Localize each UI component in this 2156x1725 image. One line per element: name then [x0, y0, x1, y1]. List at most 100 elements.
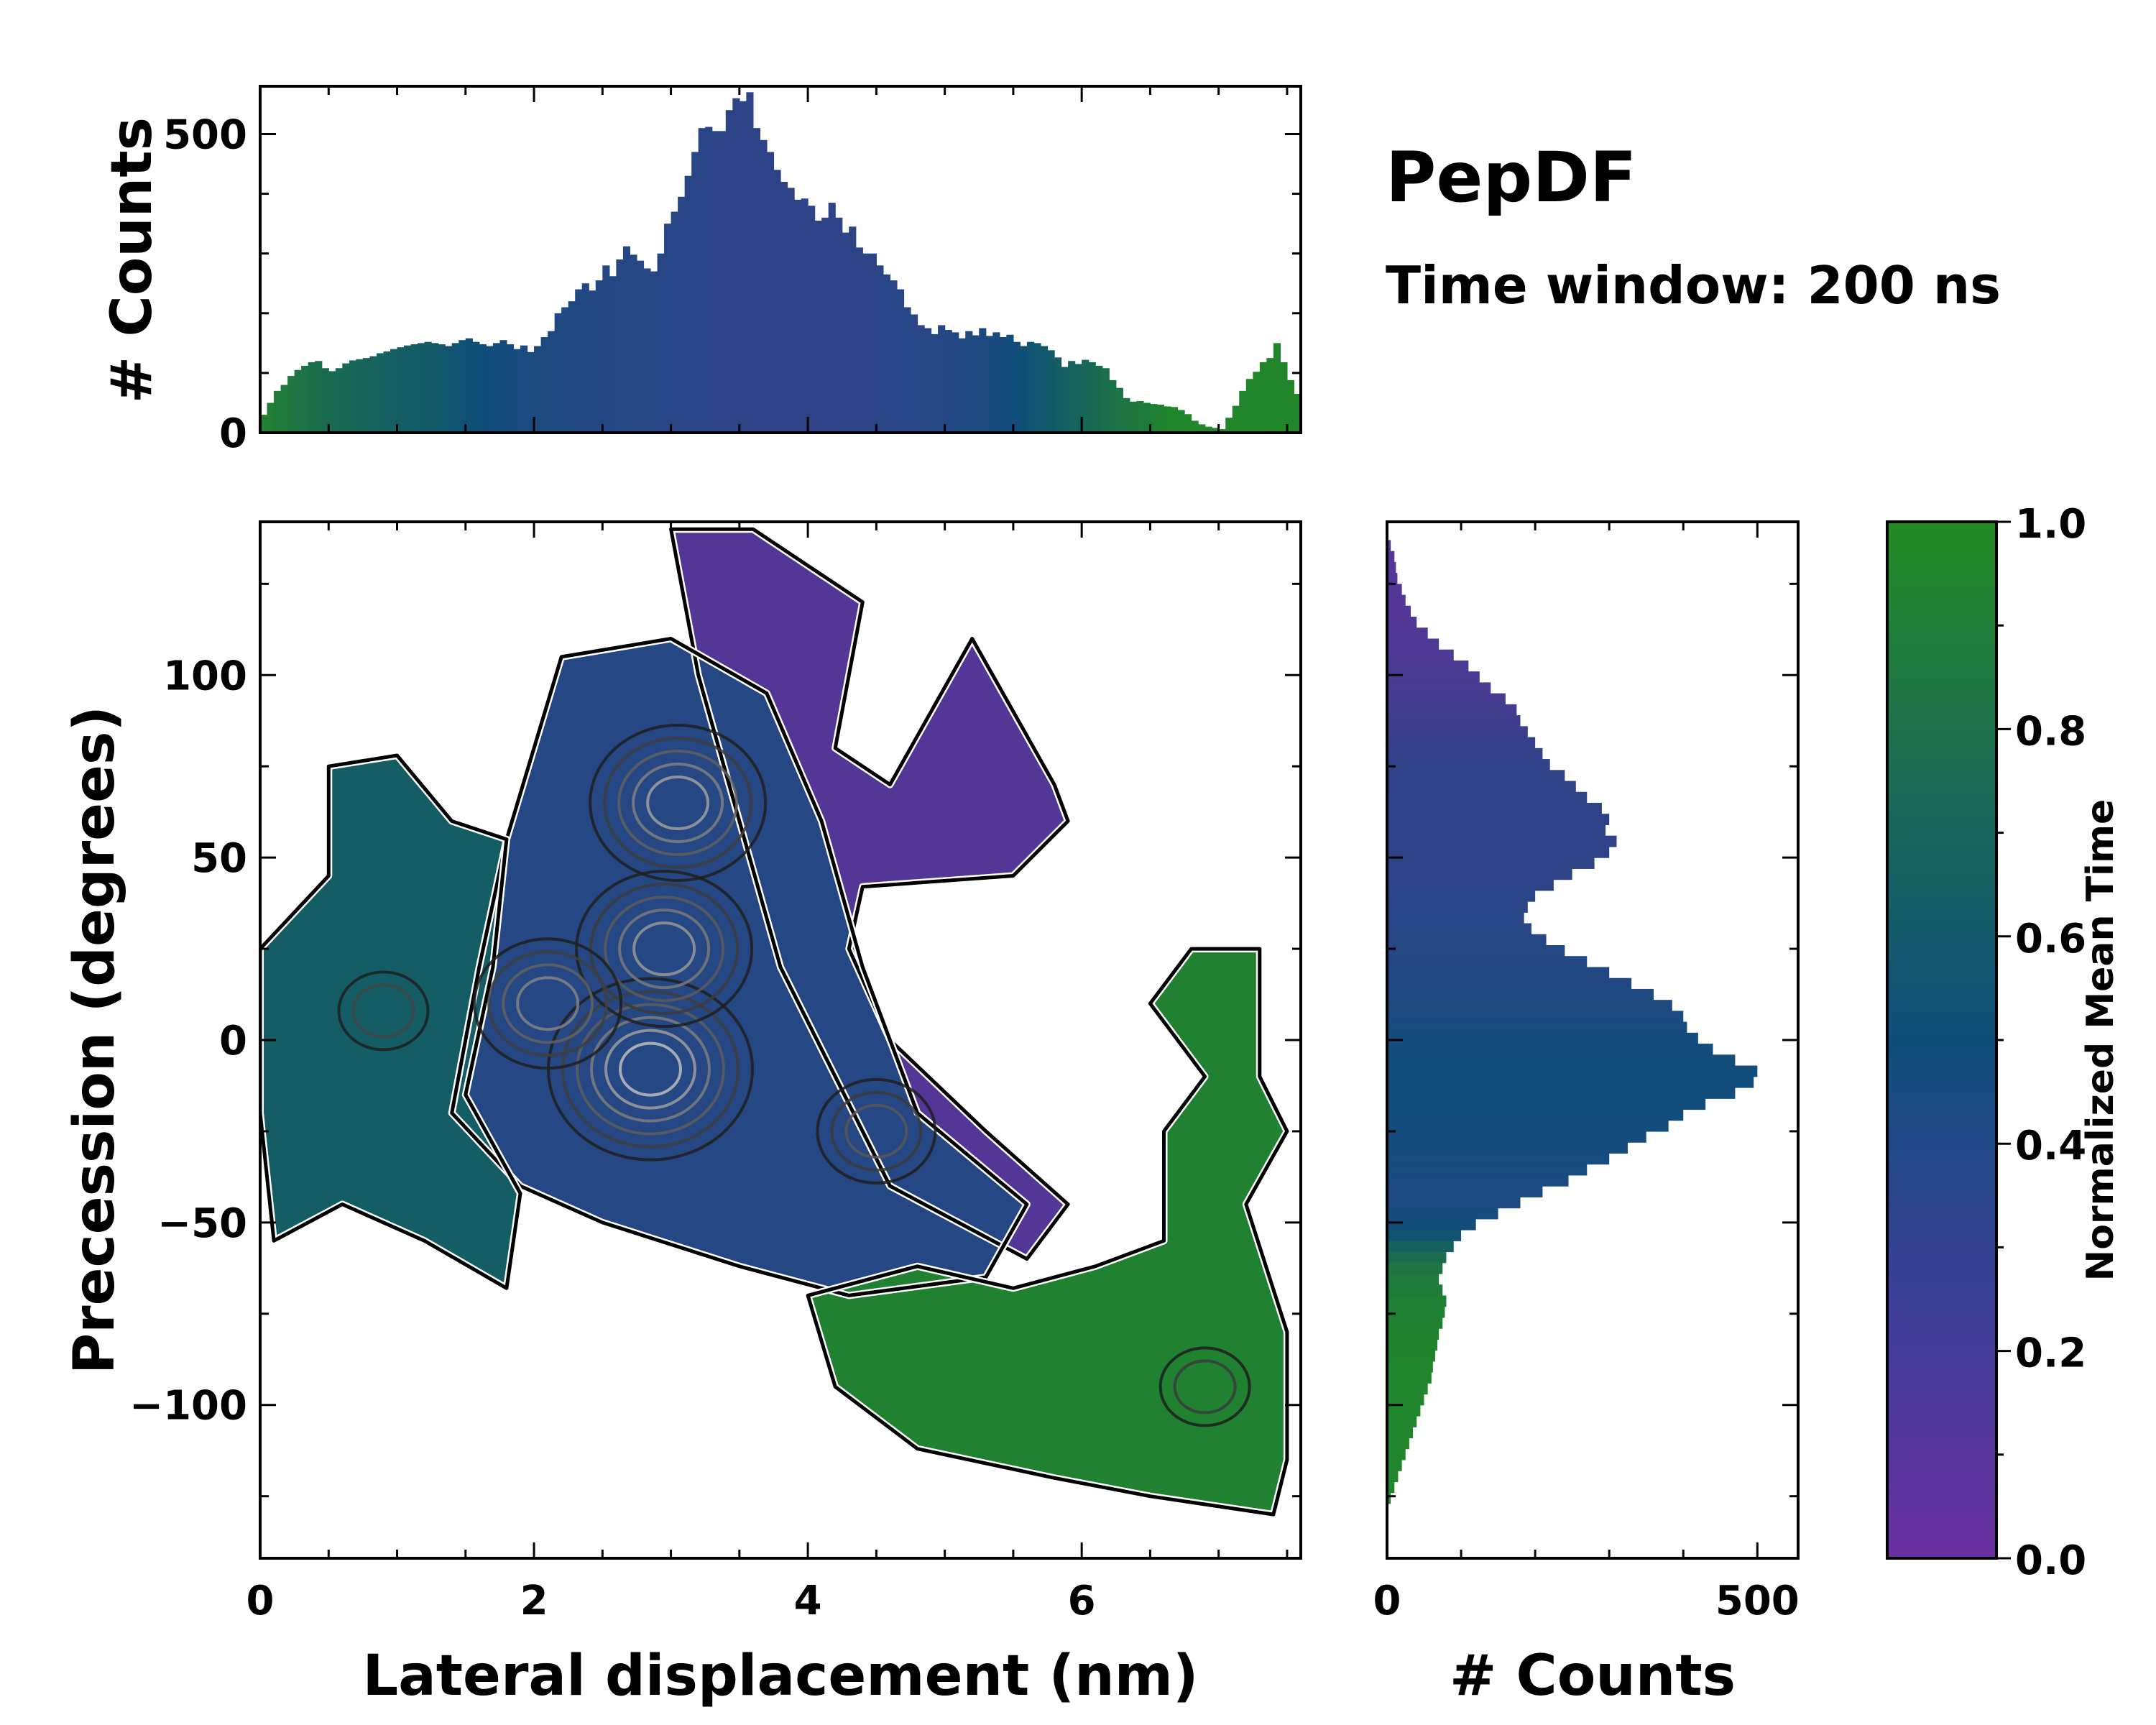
top-histogram-bar	[992, 332, 1000, 433]
colorbar-tick-label: 0.4	[2015, 1123, 2086, 1169]
top-histogram-bar	[397, 347, 405, 433]
right-histogram-bar	[1387, 671, 1480, 684]
top-histogram-bar	[1342, 432, 1349, 433]
right-histogram-bar	[1387, 1448, 1406, 1460]
top-histogram-bar	[1088, 362, 1096, 433]
top-ytick-label: 0	[219, 410, 247, 457]
top-histogram-bar	[390, 349, 398, 433]
top-histogram-bar	[410, 344, 418, 433]
right-histogram-bar	[1387, 1241, 1454, 1253]
colorbar-ticks: 0.0 0.2 0.4 0.6 0.8 1.0	[1996, 501, 2086, 1584]
right-histogram-bar	[1387, 1295, 1447, 1307]
top-histogram-bar	[671, 211, 678, 433]
right-histogram-bar	[1387, 1054, 1736, 1067]
right-histogram-bar	[1387, 879, 1554, 891]
density-contour	[575, 870, 754, 1029]
right-histogram-bar	[1387, 1438, 1409, 1450]
top-histogram-bar	[746, 92, 754, 433]
density-contour	[617, 750, 739, 856]
density-contour	[604, 896, 725, 1003]
density-contour	[516, 976, 580, 1031]
top-histogram-bar	[924, 328, 932, 433]
top-histogram-bar	[1041, 346, 1049, 433]
right-histogram-bar	[1387, 988, 1654, 1000]
top-histogram-bar	[808, 206, 816, 433]
top-histogram-bar	[691, 152, 699, 433]
top-histogram-bar	[760, 139, 768, 433]
top-histogram-bar	[602, 265, 610, 433]
right-histogram-bar	[1387, 857, 1595, 869]
top-histogram-bar	[335, 368, 343, 433]
top-histogram-bar	[657, 253, 665, 433]
density-contour	[603, 737, 753, 869]
density-contour	[1173, 1359, 1237, 1414]
top-histogram-bar	[801, 198, 808, 433]
main-ytick-label: 0	[219, 1018, 247, 1064]
top-histogram-bar	[862, 253, 870, 433]
top-histogram-ticks: 0 500	[163, 86, 1301, 457]
right-histogram-bar	[1387, 617, 1417, 628]
right-histogram-bar	[1387, 1142, 1628, 1154]
main-xtick-label: 2	[520, 1578, 548, 1624]
top-histogram-bar	[678, 196, 686, 433]
top-histogram-frame	[259, 85, 1302, 434]
right-histogram-bar	[1387, 1153, 1610, 1165]
right-histogram-bar	[1387, 868, 1572, 880]
top-histogram-bar	[1143, 402, 1151, 433]
top-histogram-bar	[944, 330, 952, 433]
right-histogram-bar	[1387, 824, 1606, 837]
density-contour	[830, 1090, 923, 1172]
top-histogram-bar	[1074, 364, 1082, 433]
top-histogram-bar	[499, 340, 507, 433]
top-histogram-bar	[575, 289, 583, 433]
top-histogram-bar	[486, 346, 494, 433]
top-histogram-bar	[752, 128, 761, 433]
main-ytick-label: −50	[157, 1200, 247, 1247]
right-histogram-bar	[1387, 1284, 1443, 1297]
right-histogram-bar	[1387, 1328, 1439, 1340]
colorbar-tick-label: 0.8	[2015, 708, 2086, 755]
right-histogram-bar	[1387, 1306, 1445, 1318]
heatmap-regions	[260, 525, 1291, 1519]
top-histogram-bar	[1239, 390, 1247, 433]
top-histogram-bar	[828, 203, 836, 433]
top-histogram-bar	[349, 360, 356, 433]
right-histogram-bar	[1387, 748, 1543, 760]
top-histogram-bar	[362, 358, 371, 433]
main-xlabel: Lateral displacement (nm)	[362, 1644, 1198, 1708]
top-histogram-bar	[896, 289, 905, 433]
top-histogram-bar	[855, 247, 863, 433]
region-outline-teal-left	[260, 753, 522, 1290]
right-histogram-bar	[1387, 1262, 1443, 1274]
top-histogram-bar	[1061, 367, 1069, 433]
top-histogram-bar	[301, 365, 309, 433]
right-histogram-bar	[1387, 1459, 1402, 1471]
top-histogram-bar	[1198, 424, 1206, 433]
top-histogram-bar	[1225, 418, 1233, 433]
top-histogram-bar	[1109, 380, 1117, 433]
right-histogram-bar	[1387, 594, 1406, 607]
right-histogram-bar	[1387, 1427, 1414, 1439]
colorbar-tick-label: 0.6	[2015, 916, 2086, 962]
top-histogram-bar	[821, 217, 829, 433]
top-histogram-bar	[698, 128, 706, 433]
right-histogram-bar	[1387, 944, 1565, 957]
top-histogram-bar	[1033, 343, 1041, 433]
right-histogram-bar	[1387, 704, 1517, 716]
main-ytick-label: 100	[163, 653, 247, 699]
top-histogram-bar	[725, 110, 733, 433]
right-histogram-ticks: 0 500	[1373, 522, 1800, 1624]
right-histogram-bar	[1387, 1197, 1521, 1209]
top-histogram-bar	[506, 344, 515, 433]
top-histogram-bar	[315, 361, 323, 433]
right-histogram-bar	[1387, 660, 1469, 672]
top-histogram-bar	[267, 402, 275, 433]
main-heatmap: 0 2 4 6 −100 −50 0 50 100 Lateral displacement (…	[63, 520, 1302, 1708]
right-histogram-bar	[1387, 802, 1602, 814]
right-histogram-bar	[1387, 551, 1395, 563]
top-histogram-bar	[965, 331, 973, 433]
top-histogram-bar	[1273, 343, 1281, 433]
top-histogram-bar	[1280, 362, 1288, 433]
top-histogram-bars	[260, 92, 1349, 433]
density-contour	[632, 921, 696, 977]
